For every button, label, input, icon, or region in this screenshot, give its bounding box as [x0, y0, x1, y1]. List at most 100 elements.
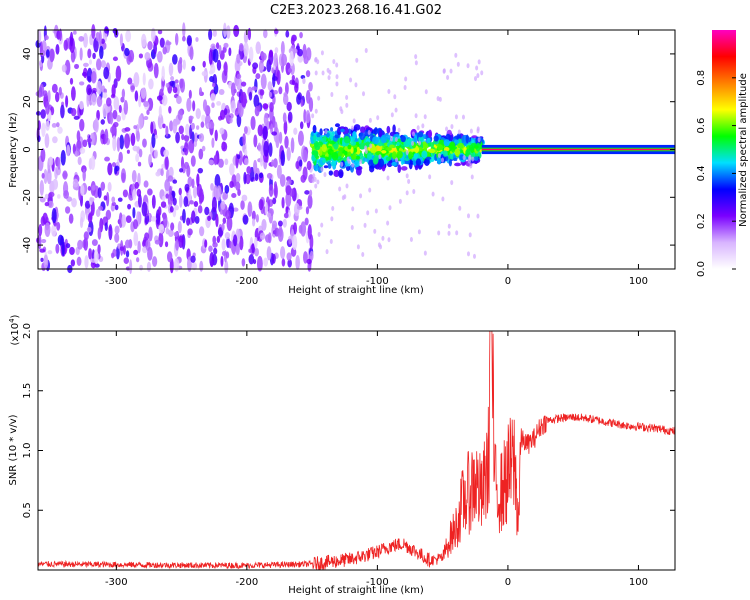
spectrogram-cell — [387, 88, 391, 94]
spectrogram-cell — [389, 136, 393, 142]
spectrogram-cell — [375, 150, 382, 156]
spectrogram-cell — [224, 232, 231, 240]
spectrogram-cell — [48, 191, 55, 198]
spectrogram-cell — [111, 201, 117, 207]
spectrogram-cell — [303, 251, 308, 264]
spectrogram-cell — [476, 213, 480, 219]
spectrogram-cell — [388, 205, 392, 211]
spectrogram-cell — [143, 100, 149, 107]
spectrogram-cell — [178, 235, 184, 248]
spectrogram-cell — [374, 208, 378, 214]
spectrogram-cell — [307, 194, 313, 209]
spectrogram-cell — [356, 244, 360, 250]
spectrogram-cell — [311, 113, 315, 119]
spectrogram-cell — [455, 230, 459, 236]
spectrogram-cell — [112, 56, 118, 62]
spectrogram-cell — [311, 131, 315, 137]
spectrogram-cell — [305, 110, 311, 124]
spectrogram-cell — [294, 82, 299, 93]
spectrogram-cell — [144, 232, 150, 241]
spectrogram-cell — [350, 141, 357, 146]
spectrogram-cell — [295, 254, 300, 270]
spectrogram-cell — [321, 70, 325, 76]
spectrogram-cell — [132, 145, 139, 152]
spectrogram-cell — [134, 90, 139, 102]
spectrogram-cell — [335, 62, 339, 68]
spectrogram-cell — [168, 62, 174, 77]
spectrogram-cell — [312, 173, 316, 179]
spectrogram-cell — [155, 171, 161, 177]
spectrogram-cell — [417, 140, 421, 146]
spectrogram-cell — [324, 129, 328, 135]
spectrogram-cell — [343, 135, 350, 144]
spectrogram-cell — [386, 134, 391, 140]
spectrogram-cell — [216, 235, 221, 244]
spectrogram-xtick-label: 100 — [629, 276, 648, 287]
spectrogram-cell — [208, 121, 215, 129]
spectrogram-cell — [291, 48, 298, 54]
spectrogram-cell — [476, 73, 480, 79]
spectrogram-cell — [225, 210, 231, 220]
spectrogram-cell — [229, 163, 235, 176]
spectrogram-cell — [305, 70, 311, 78]
spectrogram-cell — [124, 127, 131, 132]
spectrogram-cell — [204, 206, 210, 216]
spectrogram-cell — [44, 193, 49, 200]
spectrogram-cell — [47, 250, 53, 255]
spectrogram-cell — [108, 224, 113, 241]
spectrogram-cell — [441, 157, 445, 163]
spectrogram-cell — [113, 121, 119, 128]
spectrogram-cell — [429, 148, 436, 154]
spectrogram-cell — [100, 119, 105, 125]
spectrogram-cell — [40, 257, 44, 262]
spectrogram-cell — [201, 71, 208, 77]
spectrogram-cell — [151, 133, 156, 149]
spectrogram-cell — [263, 140, 270, 157]
spectrogram-cell — [95, 208, 101, 218]
snr-series — [37, 330, 676, 571]
spectrogram-cell — [343, 149, 347, 156]
spectrogram-cell — [323, 165, 329, 169]
snr-multiplier-exp: 4 — [8, 318, 16, 323]
spectrogram-cell — [368, 117, 372, 123]
spectrogram-cell — [115, 245, 120, 260]
spectrogram-cell — [103, 88, 107, 94]
spectrogram-cell — [335, 74, 339, 80]
spectrogram-cell — [320, 166, 324, 172]
spectrogram-cell — [466, 63, 470, 69]
spectrogram-cell — [162, 123, 166, 129]
spectrogram-cell — [242, 214, 249, 225]
spectrogram-cell — [345, 95, 349, 101]
spectrogram-cell — [146, 109, 150, 116]
spectrogram-cell — [167, 229, 174, 237]
spectrogram-cell — [128, 49, 135, 63]
spectrogram-cell — [268, 91, 273, 98]
spectrogram-cell — [179, 194, 183, 208]
spectrogram-cell — [58, 28, 62, 41]
spectrogram-cell — [156, 95, 163, 101]
spectrogram-cell — [286, 252, 292, 261]
spectrogram-cell — [243, 42, 249, 57]
spectrogram-cell — [347, 128, 352, 135]
spectrogram-cell — [133, 249, 139, 256]
spectrogram-cell — [443, 146, 450, 152]
spectrogram-cell — [251, 86, 258, 91]
spectrogram-cell — [264, 201, 268, 216]
spectrogram-cell — [333, 169, 340, 178]
spectrogram-ytick-label: 40 — [22, 48, 33, 61]
spectrogram-cell — [116, 115, 122, 122]
spectrogram-cell — [423, 158, 430, 166]
spectrogram-cell — [230, 82, 236, 97]
spectrogram-cell — [38, 233, 42, 250]
spectrogram-cell — [378, 154, 382, 160]
spectrogram-cell — [214, 129, 218, 142]
spectrogram-cell — [201, 114, 206, 122]
colorbar-tick-label: 0.0 — [696, 261, 707, 277]
spectrogram-cell — [102, 103, 108, 118]
spectrogram-cell — [124, 47, 130, 57]
snr-line — [37, 330, 676, 571]
spectrogram-cell — [449, 68, 453, 74]
spectrogram-cell — [354, 160, 360, 168]
spectrogram-cell — [381, 235, 385, 241]
spectrogram-cell — [232, 234, 238, 247]
